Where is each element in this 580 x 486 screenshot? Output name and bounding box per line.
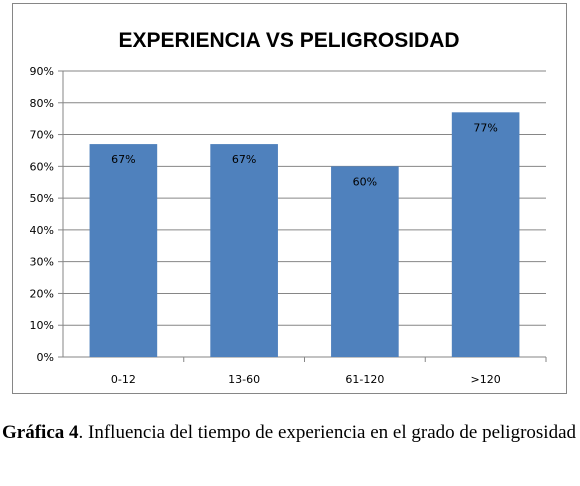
y-tick-label: 30% — [30, 256, 54, 269]
data-label: 77% — [473, 121, 497, 134]
x-tick-label: >120 — [471, 373, 501, 386]
x-tick-label: 13-60 — [228, 373, 260, 386]
figure-caption: Gráfica 4. Influencia del tiempo de expe… — [2, 419, 578, 447]
caption-text: . Influencia del tiempo de experiencia e… — [78, 422, 577, 443]
data-label: 67% — [111, 153, 135, 166]
y-tick-label: 60% — [30, 160, 54, 173]
y-tick-label: 50% — [30, 192, 54, 205]
y-tick-label: 10% — [30, 319, 54, 332]
caption-label: Gráfica 4 — [2, 422, 79, 443]
y-tick-label: 70% — [30, 129, 54, 142]
labels: 0% 10% 20% 30% 40% 50% 60% 70% 80% 90% 67% 0-12 67% 1… — [30, 65, 501, 386]
y-tick-label: 80% — [30, 97, 54, 110]
data-label: 60% — [353, 175, 377, 188]
x-tick-label: 61-120 — [345, 373, 384, 386]
bar — [210, 144, 278, 357]
bar — [451, 112, 520, 357]
chart-frame: EXPERIENCIA VS PELIGROSIDAD 0% 10% 20% 30% 4… — [12, 3, 567, 394]
y-tick-label: 40% — [30, 224, 54, 237]
bar — [89, 144, 158, 357]
bar-chart: EXPERIENCIA VS PELIGROSIDAD 0% 10% 20% 30% 4… — [30, 29, 547, 386]
x-tick-label: 0-12 — [111, 373, 136, 386]
chart-title: EXPERIENCIA VS PELIGROSIDAD — [118, 29, 459, 52]
bar — [331, 166, 399, 357]
y-tick-label: 90% — [30, 65, 54, 78]
data-label: 67% — [232, 153, 256, 166]
bars — [89, 112, 520, 357]
y-tick-label: 0% — [37, 351, 54, 364]
y-tick-label: 20% — [30, 287, 54, 300]
